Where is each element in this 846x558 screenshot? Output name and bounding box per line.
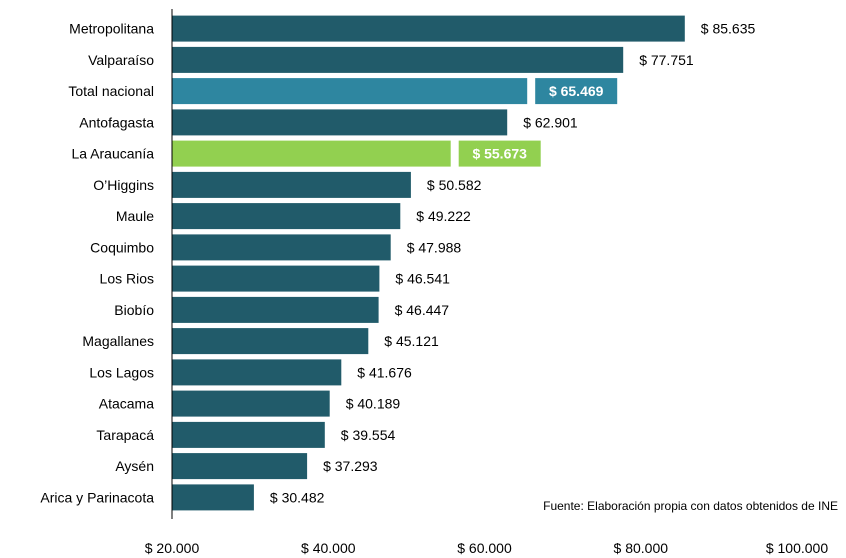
x-tick-label: $ 100.000 [766, 540, 828, 556]
category-label: Atacama [99, 396, 154, 412]
data-label-box [458, 140, 541, 167]
data-label: $ 65.469 [549, 83, 604, 99]
data-label: $ 30.482 [270, 489, 325, 505]
data-label: $ 47.988 [407, 239, 462, 255]
bars-layer [172, 15, 685, 511]
data-label: $ 46.447 [395, 302, 450, 318]
category-label: O’Higgins [93, 177, 154, 193]
bar [172, 78, 528, 105]
bar [172, 171, 411, 198]
data-label: $ 50.582 [427, 177, 482, 193]
bar [172, 46, 624, 73]
x-tick-labels: $ 20.000 $ 40.000 $ 60.000 $ 80.000 $ 100.00… [145, 540, 829, 556]
source-annotation: Fuente: Elaboración propia con datos obt… [543, 499, 838, 513]
category-label: Antofagasta [79, 114, 154, 130]
x-tick-label: $ 80.000 [614, 540, 669, 556]
data-label: $ 45.121 [384, 333, 439, 349]
data-label: $ 41.676 [357, 364, 412, 380]
data-label: $ 55.673 [472, 146, 527, 162]
bar [172, 265, 380, 292]
data-label: $ 62.901 [523, 114, 578, 130]
data-label: $ 85.635 [701, 21, 756, 37]
category-label: Coquimbo [90, 239, 154, 255]
labels-layer: Metropolitana $ 85.635 Valparaíso $ 77.751 T… [40, 21, 755, 506]
category-label: Maule [116, 208, 154, 224]
bar [172, 296, 379, 323]
bar [172, 140, 451, 167]
category-label: Total nacional [68, 83, 154, 99]
bar [172, 390, 330, 417]
category-label: Los Lagos [89, 364, 154, 380]
category-label: Los Rios [100, 271, 154, 287]
bar [172, 484, 254, 511]
data-label: $ 49.222 [416, 208, 471, 224]
data-label: $ 39.554 [341, 427, 396, 443]
category-label: Metropolitana [69, 21, 154, 37]
data-label: $ 37.293 [323, 458, 378, 474]
category-label: Arica y Parinacota [40, 489, 154, 505]
data-label-box [535, 78, 618, 105]
category-label: Valparaíso [88, 52, 154, 68]
bar [172, 234, 391, 261]
data-label: $ 40.189 [346, 396, 401, 412]
bar [172, 328, 369, 355]
bar [172, 421, 325, 448]
data-label: $ 46.541 [395, 271, 450, 287]
category-label: Biobío [114, 302, 154, 318]
category-label: Tarapacá [96, 427, 154, 443]
x-tick-label: $ 20.000 [145, 540, 200, 556]
bar [172, 109, 508, 136]
x-tick-label: $ 40.000 [301, 540, 356, 556]
category-label: Magallanes [82, 333, 154, 349]
bar [172, 15, 685, 42]
bar [172, 453, 308, 480]
category-label: La Araucanía [71, 146, 154, 162]
data-label: $ 77.751 [639, 52, 694, 68]
bar [172, 359, 342, 386]
x-tick-label: $ 60.000 [457, 540, 512, 556]
bar [172, 203, 401, 230]
category-label: Aysén [115, 458, 154, 474]
